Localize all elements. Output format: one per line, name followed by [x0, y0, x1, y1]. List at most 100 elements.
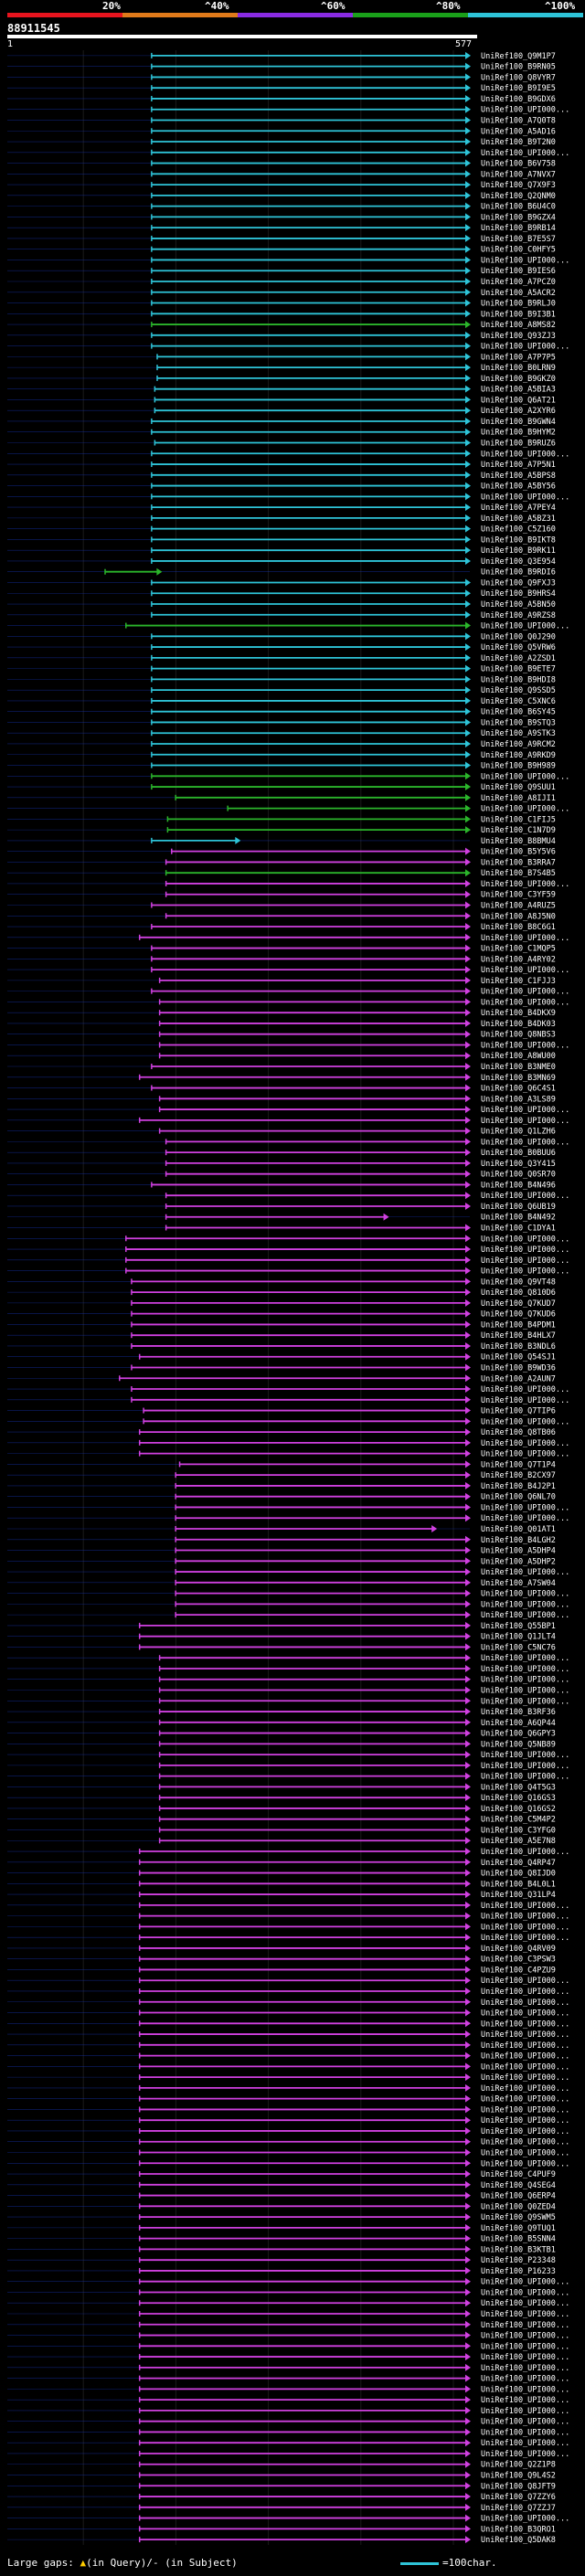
hit-label[interactable]: UniRef100_C1N7D9 [481, 826, 556, 835]
hit-label[interactable]: UniRef100_UPI000... [481, 2439, 569, 2448]
hit-label[interactable]: UniRef100_B9STQ3 [481, 718, 556, 727]
hit-label[interactable]: UniRef100_B0BUU6 [481, 1149, 556, 1158]
hit-label[interactable]: UniRef100_UPI000... [481, 2084, 569, 2094]
hit-label[interactable]: UniRef100_A5AD16 [481, 127, 556, 136]
hit-label[interactable]: UniRef100_A4RY02 [481, 955, 556, 964]
hit-label[interactable]: UniRef100_UPI000... [481, 2030, 569, 2040]
hit-label[interactable]: UniRef100_B5SNN4 [481, 2235, 556, 2244]
hit-label[interactable]: UniRef100_Q1JLT4 [481, 1633, 556, 1642]
hit-label[interactable]: UniRef100_UPI000... [481, 1687, 569, 1696]
hit-label[interactable]: UniRef100_Q7T1P4 [481, 1460, 556, 1469]
hit-label[interactable]: UniRef100_Q7TIP6 [481, 1407, 556, 1416]
hit-label[interactable]: UniRef100_UPI000... [481, 2418, 569, 2427]
hit-label[interactable]: UniRef100_Q8JFT9 [481, 2482, 556, 2491]
hit-label[interactable]: UniRef100_Q1LZH6 [481, 1128, 556, 1137]
hit-label[interactable]: UniRef100_UPI000... [481, 2041, 569, 2051]
hit-label[interactable]: UniRef100_A9STK3 [481, 729, 556, 738]
hit-label[interactable]: UniRef100_A9RCM2 [481, 740, 556, 749]
hit-label[interactable]: UniRef100_UPI000... [481, 1977, 569, 1986]
hit-label[interactable]: UniRef100_UPI000... [481, 2450, 569, 2459]
hit-label[interactable]: UniRef100_Q6UB19 [481, 1203, 556, 1212]
hit-label[interactable]: UniRef100_UPI000... [481, 1385, 569, 1394]
hit-label[interactable]: UniRef100_UPI000... [481, 2159, 569, 2168]
hit-label[interactable]: UniRef100_B9RK11 [481, 546, 556, 556]
hit-label[interactable]: UniRef100_UPI000... [481, 1417, 569, 1426]
hit-label[interactable]: UniRef100_UPI000... [481, 1988, 569, 1997]
hit-label[interactable]: UniRef100_UPI000... [481, 2095, 569, 2104]
hit-label[interactable]: UniRef100_C1DYA1 [481, 1224, 556, 1234]
hit-label[interactable]: UniRef100_Q0ZED4 [481, 2202, 556, 2211]
hit-label[interactable]: UniRef100_UPI000... [481, 1041, 569, 1050]
hit-label[interactable]: UniRef100_Q7X9F3 [481, 181, 556, 190]
hit-label[interactable]: UniRef100_UPI000... [481, 2052, 569, 2062]
hit-label[interactable]: UniRef100_UPI000... [481, 1514, 569, 1523]
hit-label[interactable]: UniRef100_A5BIA3 [481, 386, 556, 395]
hit-label[interactable]: UniRef100_B4PDM1 [481, 1320, 556, 1330]
hit-label[interactable]: UniRef100_Q4RP47 [481, 1859, 556, 1868]
hit-label[interactable]: UniRef100_A7PEY4 [481, 504, 556, 513]
hit-label[interactable]: UniRef100_UPI000... [481, 1568, 569, 1577]
hit-label[interactable]: UniRef100_UPI000... [481, 2116, 569, 2125]
hit-label[interactable]: UniRef100_UPI000... [481, 2364, 569, 2373]
hit-label[interactable]: UniRef100_Q9VT48 [481, 1277, 556, 1287]
hit-label[interactable]: UniRef100_B9ETE7 [481, 665, 556, 674]
hit-label[interactable]: UniRef100_Q01AT1 [481, 1525, 556, 1534]
hit-label[interactable]: UniRef100_UPI000... [481, 2353, 569, 2362]
hit-label[interactable]: UniRef100_B3NME0 [481, 1063, 556, 1072]
hit-label[interactable]: UniRef100_B9RN05 [481, 63, 556, 72]
hit-label[interactable]: UniRef100_B6SY45 [481, 708, 556, 717]
hit-label[interactable]: UniRef100_Q6GPY3 [481, 1730, 556, 1739]
hit-label[interactable]: UniRef100_Q4RV09 [481, 1945, 556, 1954]
hit-label[interactable]: UniRef100_UPI000... [481, 1848, 569, 1857]
hit-label[interactable]: UniRef100_Q8VYR7 [481, 73, 556, 82]
hit-label[interactable]: UniRef100_Q7KUD7 [481, 1299, 556, 1309]
hit-label[interactable]: UniRef100_C5Z160 [481, 525, 556, 535]
hit-label[interactable]: UniRef100_UPI000... [481, 2288, 569, 2297]
hit-label[interactable]: UniRef100_UPI000... [481, 1611, 569, 1620]
hit-label[interactable]: UniRef100_A4RUZ5 [481, 901, 556, 910]
hit-label[interactable]: UniRef100_UPI000... [481, 934, 569, 943]
hit-label[interactable]: UniRef100_A9RKD9 [481, 751, 556, 760]
hit-label[interactable]: UniRef100_A2XYR6 [481, 407, 556, 416]
hit-label[interactable]: UniRef100_Q8TB06 [481, 1428, 556, 1437]
hit-label[interactable]: UniRef100_Q16GS3 [481, 1794, 556, 1803]
hit-label[interactable]: UniRef100_Q9L4S2 [481, 2472, 556, 2481]
hit-label[interactable]: UniRef100_C0HFY5 [481, 246, 556, 255]
hit-label[interactable]: UniRef100_B6V758 [481, 160, 556, 169]
hit-label[interactable]: UniRef100_Q16GS2 [481, 1805, 556, 1814]
hit-label[interactable]: UniRef100_UPI000... [481, 1439, 569, 1448]
hit-label[interactable]: UniRef100_P23348 [481, 2256, 556, 2265]
hit-label[interactable]: UniRef100_UPI000... [481, 2332, 569, 2341]
hit-label[interactable]: UniRef100_UPI000... [481, 988, 569, 997]
hit-label[interactable]: UniRef100_UPI000... [481, 1503, 569, 1512]
hit-label[interactable]: UniRef100_C1FIJ5 [481, 815, 556, 824]
hit-label[interactable]: UniRef100_B4DK03 [481, 1020, 556, 1029]
hit-label[interactable]: UniRef100_B9IKT8 [481, 535, 556, 545]
hit-label[interactable]: UniRef100_UPI000... [481, 2310, 569, 2319]
hit-label[interactable]: UniRef100_UPI000... [481, 2073, 569, 2083]
hit-label[interactable]: UniRef100_B4N492 [481, 1214, 556, 1223]
hit-label[interactable]: UniRef100_UPI000... [481, 1600, 569, 1609]
hit-label[interactable]: UniRef100_A5E7N8 [481, 1837, 556, 1846]
hit-label[interactable]: UniRef100_Q9SSD5 [481, 686, 556, 695]
hit-label[interactable]: UniRef100_C3YF59 [481, 891, 556, 900]
hit-label[interactable]: UniRef100_B3KTB1 [481, 2245, 556, 2254]
hit-label[interactable]: UniRef100_B9RDI6 [481, 568, 556, 578]
hit-label[interactable]: UniRef100_B9HRS4 [481, 589, 556, 599]
hit-label[interactable]: UniRef100_A5DHP2 [481, 1557, 556, 1566]
hit-label[interactable]: UniRef100_B4N496 [481, 1181, 556, 1190]
hit-label[interactable]: UniRef100_UPI000... [481, 1267, 569, 1277]
hit-label[interactable]: UniRef100_UPI000... [481, 1117, 569, 1126]
hit-label[interactable]: UniRef100_UPI000... [481, 1106, 569, 1115]
hit-label[interactable]: UniRef100_UPI000... [481, 1235, 569, 1244]
hit-label[interactable]: UniRef100_UPI000... [481, 1138, 569, 1147]
hit-label[interactable]: UniRef100_A7P5N1 [481, 461, 556, 470]
hit-label[interactable]: UniRef100_Q9SUU1 [481, 783, 556, 792]
hit-label[interactable]: UniRef100_UPI000... [481, 966, 569, 975]
hit-label[interactable]: UniRef100_Q5VRW6 [481, 643, 556, 652]
hit-label[interactable]: UniRef100_UPI000... [481, 1773, 569, 1782]
hit-label[interactable]: UniRef100_B9RLJ0 [481, 300, 556, 309]
hit-label[interactable]: UniRef100_B9H989 [481, 762, 556, 771]
hit-label[interactable]: UniRef100_Q0J290 [481, 632, 556, 641]
hit-label[interactable]: UniRef100_Q3Y415 [481, 1160, 556, 1169]
